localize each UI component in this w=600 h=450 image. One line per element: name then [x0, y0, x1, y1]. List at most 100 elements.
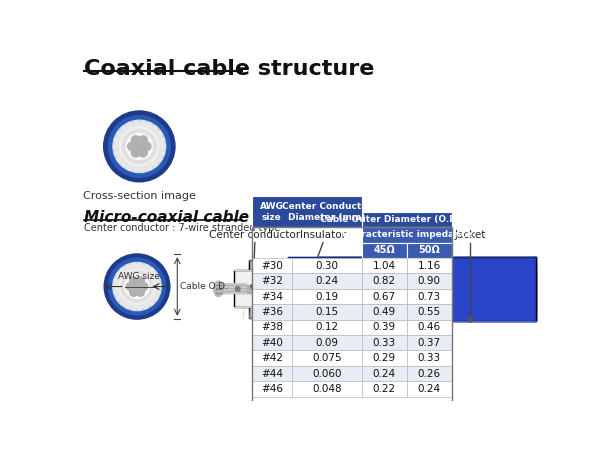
Circle shape [235, 287, 240, 291]
Circle shape [115, 137, 120, 143]
Text: 0.55: 0.55 [418, 307, 441, 317]
FancyBboxPatch shape [292, 320, 362, 335]
Text: 0.90: 0.90 [418, 276, 440, 286]
Text: 0.15: 0.15 [316, 307, 338, 317]
Circle shape [109, 116, 170, 177]
Circle shape [160, 144, 165, 149]
FancyBboxPatch shape [362, 304, 407, 320]
Text: #36: #36 [261, 307, 283, 317]
Text: 0.26: 0.26 [418, 369, 441, 378]
Circle shape [113, 144, 119, 149]
Text: 0.39: 0.39 [373, 322, 396, 333]
Circle shape [159, 137, 164, 143]
Circle shape [109, 258, 166, 315]
Text: #40: #40 [261, 338, 283, 348]
Circle shape [127, 123, 133, 128]
Ellipse shape [214, 281, 223, 297]
Circle shape [155, 290, 160, 295]
Text: 0.075: 0.075 [312, 353, 341, 363]
FancyBboxPatch shape [362, 212, 452, 227]
Circle shape [137, 305, 143, 310]
FancyBboxPatch shape [252, 289, 292, 304]
FancyBboxPatch shape [252, 320, 292, 335]
Text: 0.67: 0.67 [373, 292, 396, 302]
Text: 0.33: 0.33 [373, 338, 396, 348]
Circle shape [127, 165, 133, 170]
Circle shape [125, 274, 149, 299]
Circle shape [140, 121, 145, 126]
Text: Center Conductor
Diameter (mm): Center Conductor Diameter (mm) [282, 202, 372, 221]
Text: 0.73: 0.73 [418, 292, 441, 302]
Text: 0.24: 0.24 [373, 369, 396, 378]
FancyBboxPatch shape [252, 351, 292, 366]
FancyBboxPatch shape [292, 258, 362, 274]
Circle shape [140, 166, 145, 172]
Text: Jacket: Jacket [455, 230, 486, 240]
Circle shape [359, 312, 364, 316]
Circle shape [133, 121, 139, 126]
Circle shape [125, 303, 131, 308]
Circle shape [468, 317, 473, 322]
Circle shape [127, 283, 134, 290]
Circle shape [143, 303, 148, 308]
Circle shape [149, 300, 154, 305]
Text: 0.49: 0.49 [373, 307, 396, 317]
Circle shape [114, 290, 119, 295]
Circle shape [130, 288, 137, 296]
Circle shape [116, 296, 122, 301]
Circle shape [159, 150, 164, 156]
Circle shape [149, 268, 154, 273]
Circle shape [121, 126, 127, 132]
Circle shape [114, 278, 119, 283]
FancyBboxPatch shape [252, 197, 362, 227]
Text: 0.29: 0.29 [373, 353, 396, 363]
Text: 0.09: 0.09 [316, 338, 338, 348]
Circle shape [152, 296, 157, 301]
FancyBboxPatch shape [252, 274, 292, 289]
FancyBboxPatch shape [407, 289, 452, 304]
Circle shape [131, 136, 140, 144]
FancyBboxPatch shape [292, 381, 362, 396]
FancyBboxPatch shape [292, 304, 362, 320]
Text: Coaxial cable structure: Coaxial cable structure [84, 59, 374, 79]
Text: #30: #30 [261, 261, 283, 271]
Circle shape [113, 120, 166, 173]
Text: AWG size: AWG size [118, 272, 160, 281]
Text: #42: #42 [261, 353, 283, 363]
Text: #38: #38 [261, 322, 283, 333]
FancyBboxPatch shape [407, 258, 452, 274]
Circle shape [136, 277, 145, 284]
FancyBboxPatch shape [362, 366, 407, 381]
FancyBboxPatch shape [362, 289, 407, 304]
Ellipse shape [257, 269, 280, 309]
Text: Characteristic impedance: Characteristic impedance [341, 230, 472, 239]
FancyBboxPatch shape [252, 335, 292, 351]
Text: 0.33: 0.33 [418, 353, 441, 363]
FancyBboxPatch shape [407, 243, 452, 258]
FancyBboxPatch shape [362, 320, 407, 335]
Text: Center conductor : 7-wire stranded type: Center conductor : 7-wire stranded type [84, 223, 281, 233]
FancyBboxPatch shape [407, 351, 452, 366]
FancyBboxPatch shape [407, 366, 452, 381]
Circle shape [137, 263, 143, 268]
FancyBboxPatch shape [362, 351, 407, 366]
Text: 0.048: 0.048 [312, 384, 341, 394]
FancyBboxPatch shape [292, 289, 362, 304]
Text: 1.16: 1.16 [418, 261, 441, 271]
Circle shape [131, 148, 140, 157]
Circle shape [125, 265, 131, 270]
Text: Insulator: Insulator [300, 230, 346, 240]
Circle shape [128, 142, 136, 151]
FancyBboxPatch shape [292, 366, 362, 381]
Text: Cross-section image: Cross-section image [83, 191, 196, 201]
Circle shape [298, 303, 302, 307]
FancyBboxPatch shape [292, 274, 362, 289]
Text: 0.24: 0.24 [418, 384, 441, 394]
Circle shape [113, 262, 161, 310]
Circle shape [119, 126, 160, 166]
Text: 0.82: 0.82 [373, 276, 396, 286]
FancyBboxPatch shape [362, 335, 407, 351]
Circle shape [117, 131, 122, 137]
Polygon shape [288, 256, 536, 321]
Text: 0.37: 0.37 [418, 338, 441, 348]
